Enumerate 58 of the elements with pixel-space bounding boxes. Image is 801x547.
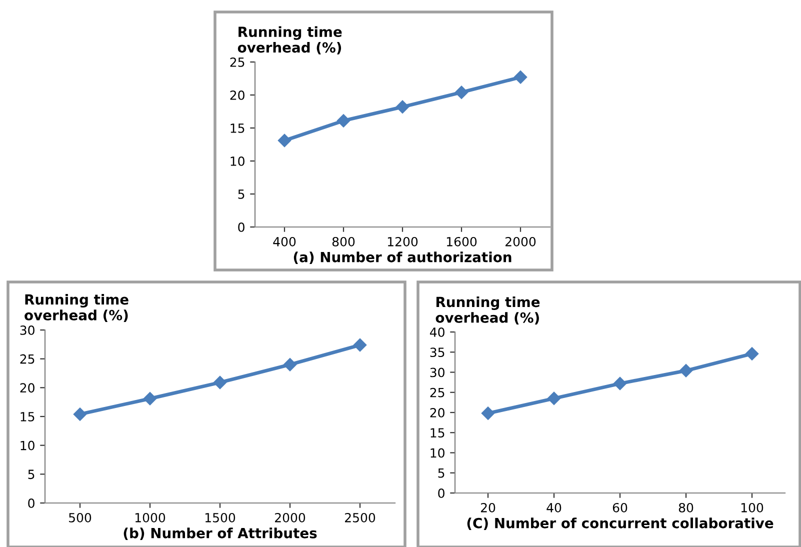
point <box>613 376 627 390</box>
y-tick-label: 20 <box>20 383 34 393</box>
x-tick-label: 800 <box>332 236 355 246</box>
x-axis-title: (a) Number of authorization <box>294 252 512 264</box>
x-tick-label: 500 <box>69 512 92 522</box>
y-tick-label: 15 <box>430 428 444 438</box>
y-tick-label: 0 <box>238 222 244 232</box>
point <box>143 392 157 406</box>
point <box>514 70 528 84</box>
y-tick-label: 10 <box>20 440 34 450</box>
x-tick-label: 100 <box>741 502 764 512</box>
y-tick-label: 20 <box>230 90 244 100</box>
x-tick-label: 80 <box>678 502 694 512</box>
point <box>745 347 759 360</box>
x-tick-label: 2000 <box>275 512 306 522</box>
y-tick-label: 40 <box>430 327 444 337</box>
y-tick-label: 10 <box>430 448 444 458</box>
point <box>353 338 367 352</box>
y-tick-label: 30 <box>20 325 34 335</box>
x-tick-label: 20 <box>480 502 496 512</box>
x-tick-label: 2500 <box>345 512 376 522</box>
y-tick-label: 0 <box>28 498 34 508</box>
y-tick-label: 15 <box>20 412 34 422</box>
y-tick-label: 25 <box>430 388 444 398</box>
x-tick-label: 1000 <box>135 512 166 522</box>
y-axis-title: Running time overhead (%) <box>238 26 342 54</box>
x-tick-label: 1200 <box>388 236 418 246</box>
y-tick-label: 25 <box>230 57 244 67</box>
x-tick-label: 60 <box>612 502 628 512</box>
y-tick-label: 5 <box>238 190 244 199</box>
y-tick-label: 5 <box>438 468 444 478</box>
y-tick-label: 10 <box>230 156 244 166</box>
point <box>73 408 87 421</box>
point <box>336 114 350 128</box>
point <box>454 86 468 99</box>
y-tick-label: 0 <box>438 488 444 498</box>
x-tick-label: 400 <box>273 236 296 246</box>
point <box>396 100 410 114</box>
point <box>547 392 561 405</box>
point <box>679 364 693 378</box>
y-axis-title: Running time overhead (%) <box>24 294 128 322</box>
y-tick-label: 35 <box>430 348 444 358</box>
point <box>278 134 292 148</box>
point <box>283 358 297 372</box>
y-tick-label: 5 <box>28 470 34 480</box>
y-tick-label: 30 <box>430 368 444 378</box>
x-tick-label: 1500 <box>205 512 236 522</box>
y-axis-title: Running time overhead (%) <box>436 296 540 325</box>
point <box>481 406 495 420</box>
x-tick-label: 1600 <box>446 236 477 246</box>
x-tick-label: 2000 <box>506 236 536 246</box>
x-axis-title: (b) Number of Attributes <box>124 528 317 540</box>
y-tick-label: 25 <box>20 354 34 364</box>
point <box>213 376 227 390</box>
y-tick-label: 15 <box>230 124 244 133</box>
x-tick-label: 40 <box>546 502 562 512</box>
x-axis-title: (C) Number of concurrent collaborative <box>467 518 774 530</box>
y-tick-label: 20 <box>430 408 444 418</box>
